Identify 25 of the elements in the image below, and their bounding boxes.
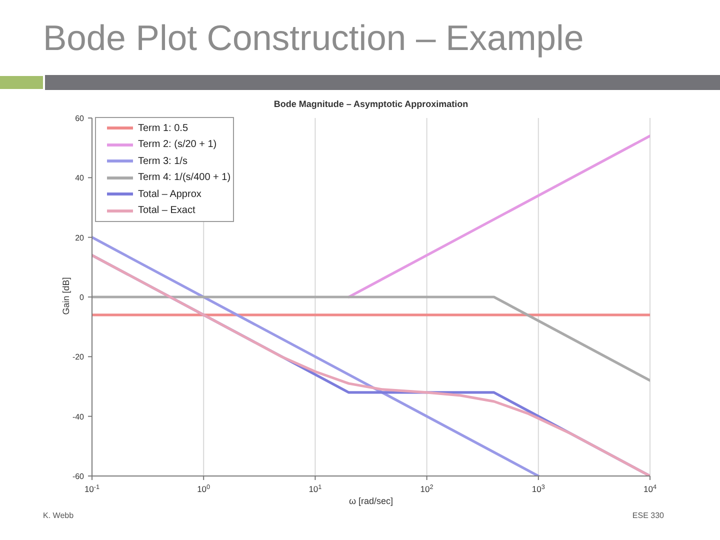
y-tick-label: -40 [72, 412, 85, 422]
y-tick-label: 40 [75, 174, 85, 183]
text: ESE 330 [632, 511, 664, 520]
x-tick-label: 10$^{1}$ [308, 484, 322, 494]
x-tick-label: 10$^{4}$ [643, 484, 657, 494]
y-tick-label: 20 [75, 233, 85, 242]
legend-label: Term 4: 1/(s/400 + 1) [138, 172, 231, 184]
legend-label: Term 1: 0.5 [138, 122, 188, 134]
legend-label: Total – Exact [138, 205, 196, 216]
text: K. Webb [43, 511, 74, 520]
x-tick-label: 10$^{3}$ [532, 484, 546, 494]
chart-subtitle: Bode Magnitude – Asymptotic Approximation [272, 99, 470, 109]
legend-label: Term 2: (s/20 + 1) [138, 139, 217, 150]
y-axis-title: Gain [dB] [61, 276, 71, 317]
x-axis-title: ω [rad/sec] [348, 496, 394, 506]
x-tick-label: 10$^{-1}$ [84, 484, 100, 494]
y-tick-label: -60 [72, 472, 85, 481]
x-tick-label: 10$^{2}$ [420, 484, 434, 494]
x-tick-label: 10$^{0}$ [197, 484, 211, 494]
chart-title: Bode Plot Construction – Example [43, 18, 584, 59]
y-tick-label: 0 [80, 293, 85, 302]
y-tick-label: -20 [72, 352, 85, 362]
legend-label: Term 3: 1/s [138, 156, 188, 167]
legend-label: Total – Approx [138, 188, 202, 200]
y-tick-label: 60 [75, 114, 85, 123]
